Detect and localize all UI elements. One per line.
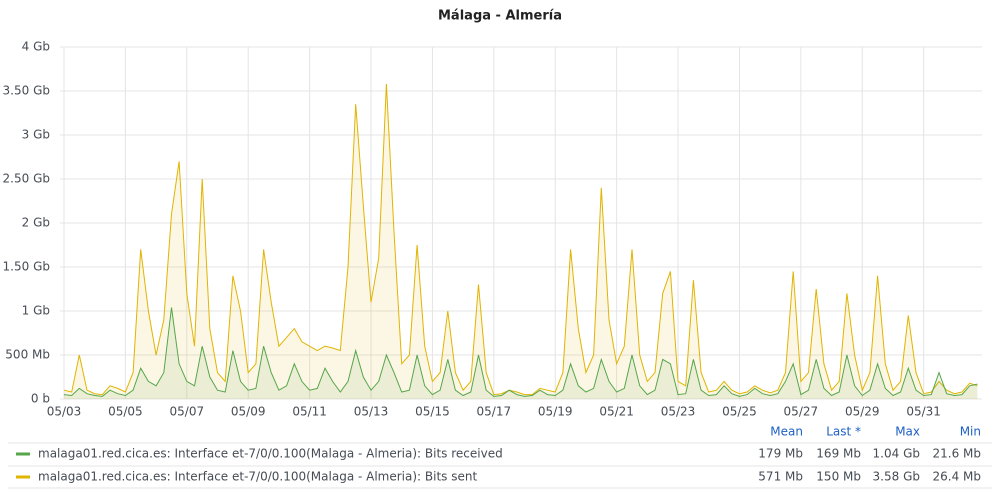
legend-stat: 21.6 Mb [932, 447, 981, 461]
legend-label: malaga01.red.cica.es: Interface et-7/0/0… [38, 447, 503, 461]
x-tick-label: 05/19 [538, 405, 573, 419]
y-tick-label: 500 Mb [5, 348, 50, 362]
y-tick-label: 1.50 Gb [3, 260, 50, 274]
x-tick-label: 05/09 [231, 405, 266, 419]
y-tick-label: 4 Gb [22, 40, 50, 54]
y-tick-label: 3 Gb [22, 128, 50, 142]
legend-column-header: Max [895, 425, 920, 439]
legend-stat: 26.4 Mb [932, 470, 981, 484]
y-tick-label: 2.50 Gb [3, 172, 50, 186]
y-tick-label: 3.50 Gb [3, 84, 50, 98]
y-tick-label: 2 Gb [22, 216, 50, 230]
x-tick-label: 05/31 [906, 405, 941, 419]
legend-swatch [16, 452, 30, 456]
x-tick-label: 05/13 [354, 405, 389, 419]
legend-stat: 3.58 Gb [873, 470, 920, 484]
series-line [63, 83, 978, 396]
legend-swatch [16, 475, 30, 479]
legend-stat: 169 Mb [816, 447, 861, 461]
legend-stat: 1.04 Gb [873, 447, 920, 461]
series-line [63, 307, 978, 397]
x-tick-label: 05/27 [784, 405, 819, 419]
x-tick-label: 05/03 [47, 405, 82, 419]
x-tick-label: 05/21 [599, 405, 634, 419]
x-tick-label: 05/23 [661, 405, 696, 419]
x-tick-label: 05/17 [477, 405, 512, 419]
x-tick-label: 05/29 [845, 405, 880, 419]
legend-label: malaga01.red.cica.es: Interface et-7/0/0… [38, 470, 477, 484]
x-tick-label: 05/11 [292, 405, 327, 419]
legend-stat: 150 Mb [816, 470, 861, 484]
legend-stat: 571 Mb [758, 470, 803, 484]
y-tick-label: 1 Gb [22, 304, 50, 318]
x-tick-label: 05/15 [415, 405, 450, 419]
x-tick-label: 05/25 [722, 405, 757, 419]
x-tick-label: 05/05 [108, 405, 143, 419]
legend-column-header: Min [960, 425, 981, 439]
y-tick-label: 0 b [31, 392, 50, 406]
legend-stat: 179 Mb [758, 447, 803, 461]
legend-column-header: Last * [826, 425, 861, 439]
series-area [64, 307, 978, 399]
chart-title: Málaga - Almería [438, 9, 562, 24]
x-tick-label: 05/07 [170, 405, 205, 419]
legend-column-header: Mean [770, 425, 803, 439]
